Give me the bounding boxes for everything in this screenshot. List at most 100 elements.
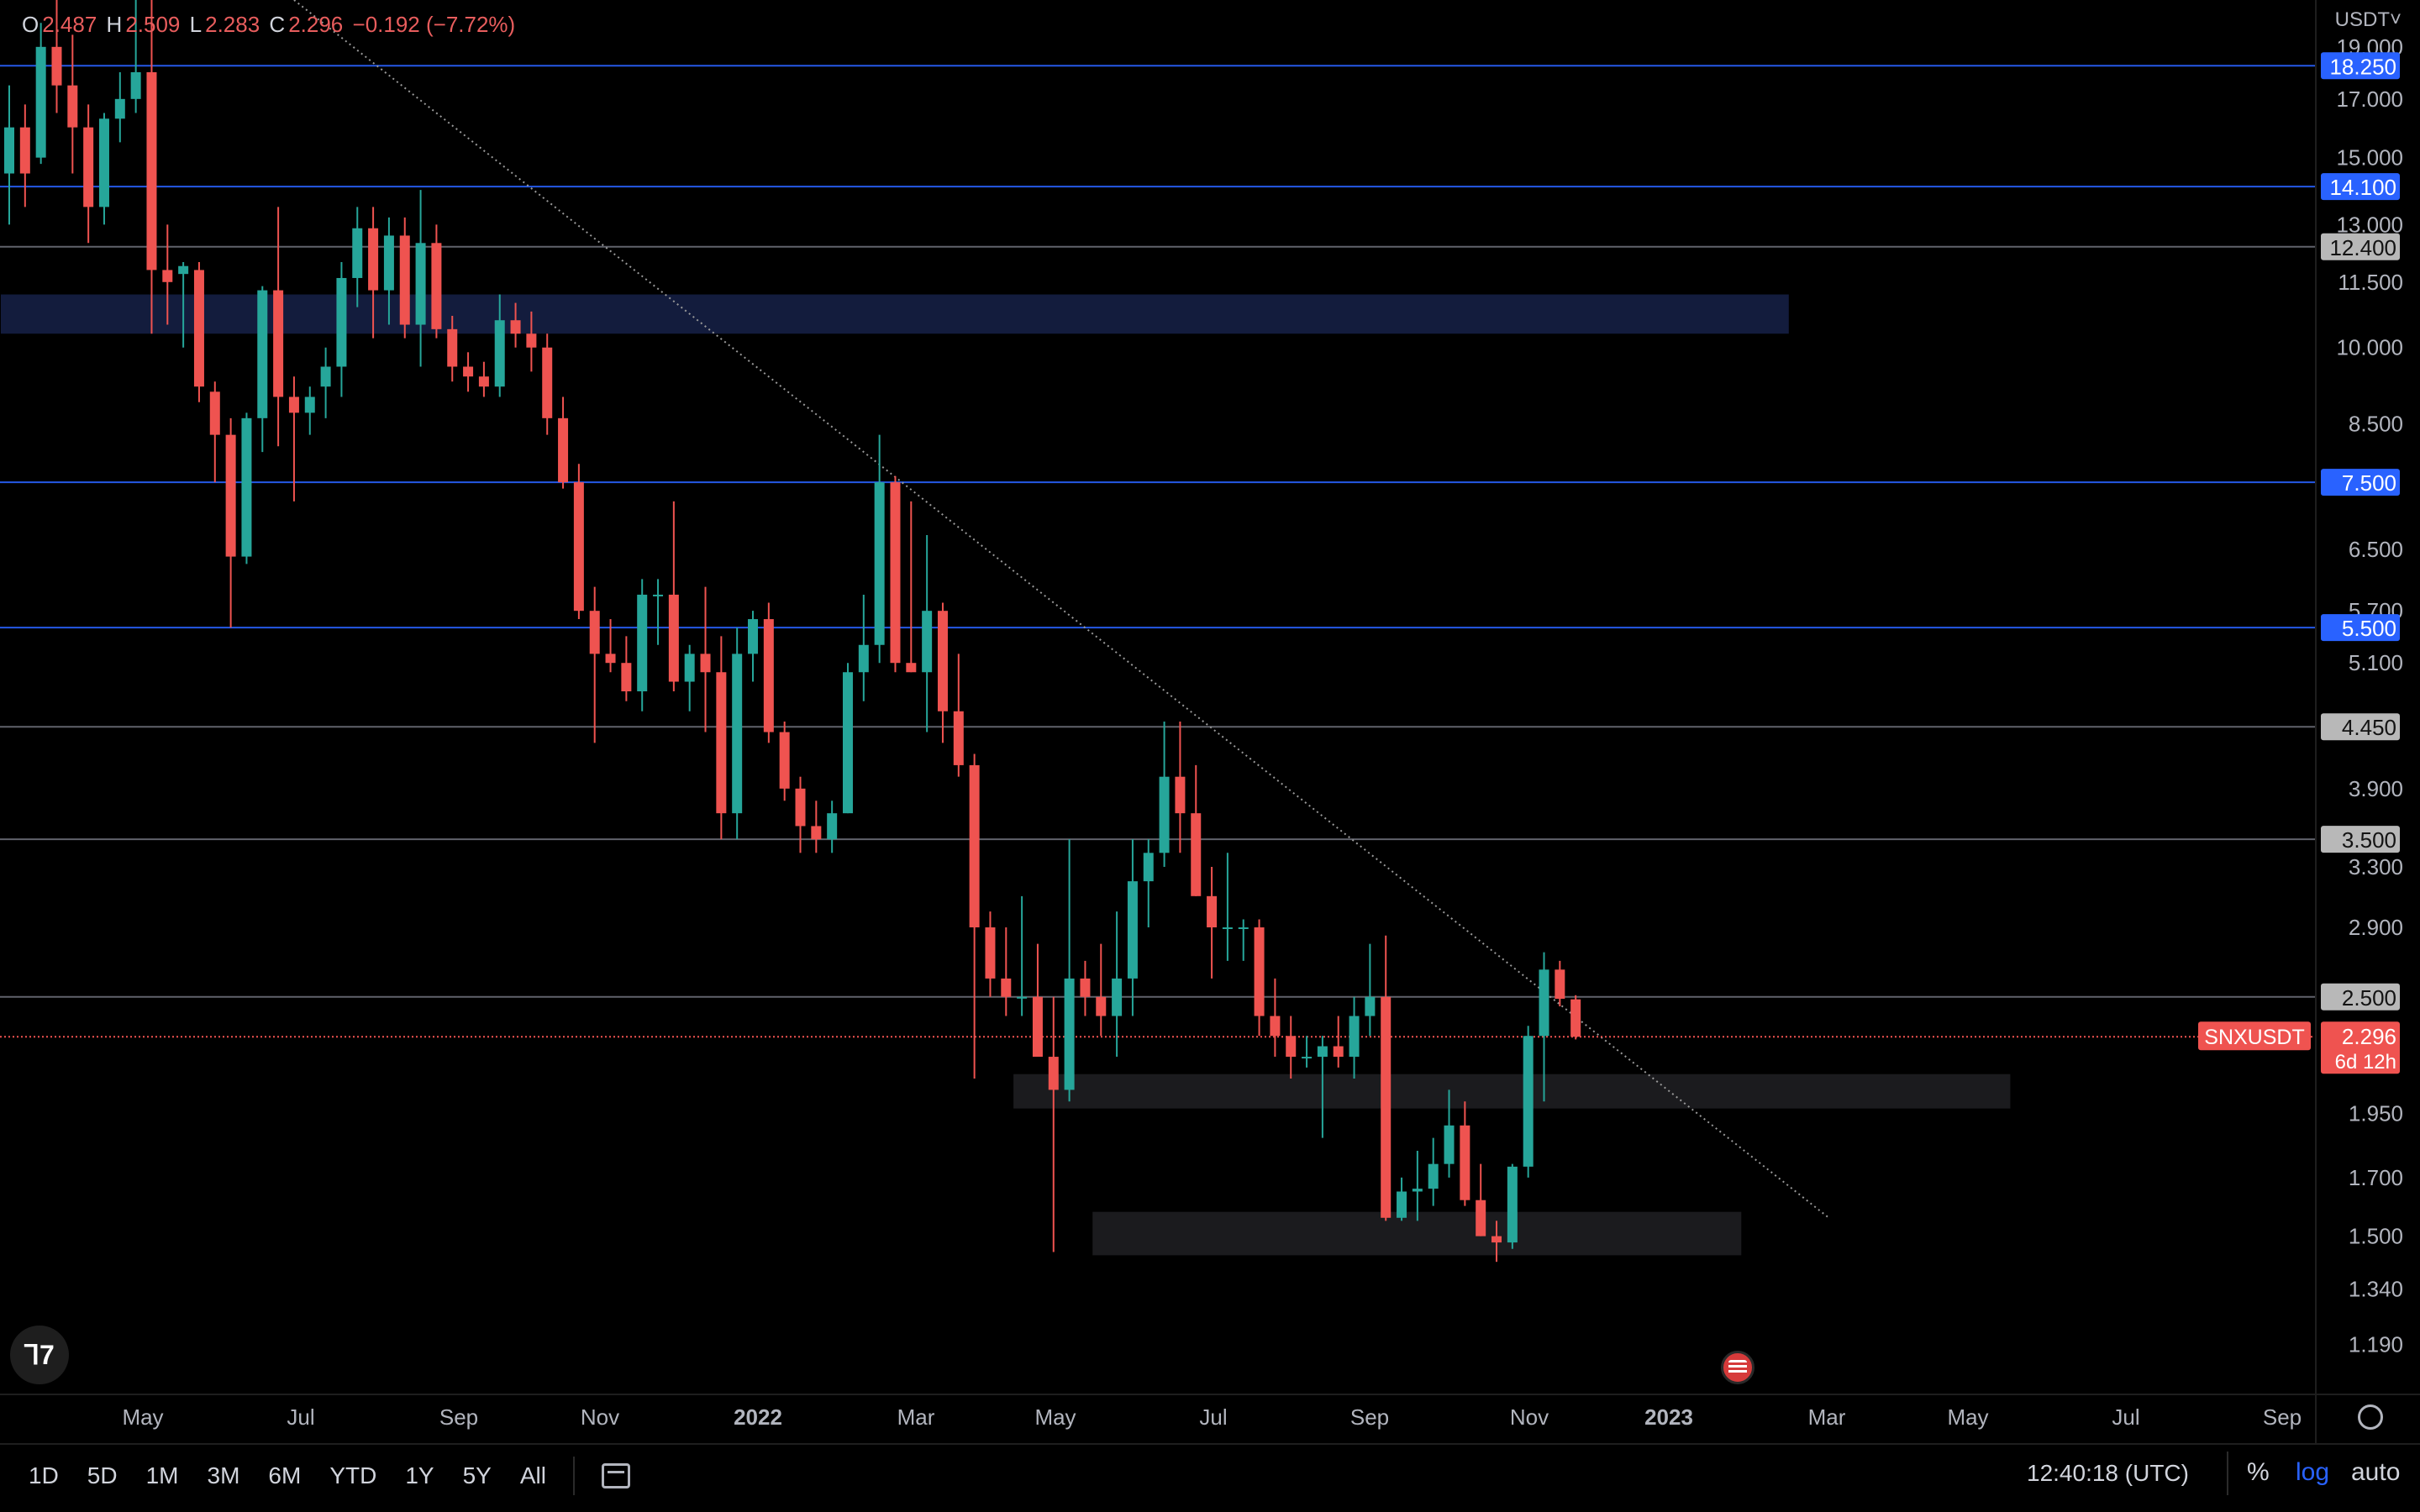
candle-body[interactable] <box>1080 978 1091 997</box>
candle-body[interactable] <box>241 417 252 557</box>
candle-body[interactable] <box>558 417 569 483</box>
candle-body[interactable] <box>1476 1200 1486 1236</box>
candle-body[interactable] <box>969 764 980 928</box>
candle-body[interactable] <box>890 482 901 664</box>
candle-body[interactable] <box>1159 776 1170 853</box>
candle-body[interactable] <box>1112 978 1123 1016</box>
candle-body[interactable] <box>589 611 600 654</box>
tradingview-logo-icon[interactable]: ⅂7 <box>10 1326 69 1384</box>
percent-scale-button[interactable]: % <box>2247 1458 2270 1486</box>
candle-body[interactable] <box>1254 927 1265 1016</box>
candle-body[interactable] <box>763 619 774 732</box>
candle-body[interactable] <box>447 328 458 367</box>
candle-body[interactable] <box>1523 1036 1534 1167</box>
level-price-tag[interactable] <box>2321 173 2400 201</box>
candle-body[interactable] <box>732 654 743 814</box>
candle-body[interactable] <box>795 788 806 827</box>
candle-body[interactable] <box>51 46 62 86</box>
candle-body[interactable] <box>415 243 426 325</box>
candle-body[interactable] <box>304 396 315 413</box>
range-ytd-button[interactable]: YTD <box>329 1462 377 1488</box>
candle-body[interactable] <box>1143 853 1154 882</box>
candle-body[interactable] <box>605 654 616 664</box>
candle-body[interactable] <box>1048 1057 1059 1090</box>
candle-body[interactable] <box>352 228 363 278</box>
candle-body[interactable] <box>383 235 394 291</box>
candle-body[interactable] <box>637 594 648 692</box>
range-all-button[interactable]: All <box>519 1462 546 1488</box>
candle-body[interactable] <box>1238 927 1249 930</box>
candle-body[interactable] <box>842 672 853 814</box>
candle-body[interactable] <box>431 243 442 329</box>
candle-body[interactable] <box>542 347 553 418</box>
candle-body[interactable] <box>1539 969 1549 1037</box>
candle-body[interactable] <box>288 396 299 413</box>
candle-body[interactable] <box>1127 881 1138 979</box>
candle-body[interactable] <box>494 320 505 387</box>
currency-selector[interactable]: USDT˅ <box>2334 8 2402 31</box>
candle-body[interactable] <box>827 813 838 840</box>
candle-body[interactable] <box>953 711 964 765</box>
candle-body[interactable] <box>4 127 14 174</box>
level-price-tag[interactable] <box>2321 469 2400 496</box>
candle-body[interactable] <box>1349 1016 1360 1058</box>
candle-body[interactable] <box>1444 1125 1455 1164</box>
candle-body[interactable] <box>1365 996 1376 1016</box>
candle-body[interactable] <box>700 654 711 673</box>
candle-body[interactable] <box>368 228 379 291</box>
range-5d-button[interactable]: 5D <box>87 1462 118 1488</box>
trend-line[interactable] <box>293 0 1830 1219</box>
candle-body[interactable] <box>985 927 996 979</box>
range-6m-button[interactable]: 6M <box>268 1462 302 1488</box>
candle-body[interactable] <box>922 611 933 673</box>
candle-body[interactable] <box>83 127 94 207</box>
candle-body[interactable] <box>178 265 189 275</box>
candle-body[interactable] <box>1428 1163 1439 1189</box>
candle-body[interactable] <box>1270 1016 1281 1037</box>
level-price-tag[interactable] <box>2321 713 2400 741</box>
settings-gear-icon[interactable] <box>2358 1404 2383 1430</box>
candle-body[interactable] <box>1096 996 1107 1016</box>
symbol-tag[interactable] <box>2198 1021 2311 1051</box>
candle-body[interactable] <box>67 85 78 128</box>
candle-body[interactable] <box>668 594 679 682</box>
candle-body[interactable] <box>1491 1236 1502 1243</box>
log-scale-button[interactable]: log <box>2296 1458 2330 1486</box>
candle-body[interactable] <box>1397 1191 1407 1218</box>
candle-body[interactable] <box>874 482 885 645</box>
candle-body[interactable] <box>273 290 284 397</box>
candle-body[interactable] <box>209 391 220 435</box>
candle-body[interactable] <box>1412 1189 1423 1192</box>
range-3m-button[interactable]: 3M <box>207 1462 240 1488</box>
us-flag-event-icon[interactable] <box>1721 1351 1754 1384</box>
range-1d-button[interactable]: 1D <box>29 1462 59 1488</box>
candle-body[interactable] <box>906 663 917 673</box>
candle-body[interactable] <box>98 118 109 207</box>
candle-body[interactable] <box>621 663 632 692</box>
candle-body[interactable] <box>937 611 948 711</box>
go-to-date-calendar-icon[interactable] <box>601 1463 630 1488</box>
range-5y-button[interactable]: 5Y <box>462 1462 492 1488</box>
candle-body[interactable] <box>1001 978 1012 997</box>
candle-body[interactable] <box>811 826 822 840</box>
candle-body[interactable] <box>1381 996 1392 1218</box>
level-price-tag[interactable] <box>2321 983 2400 1011</box>
candle-body[interactable] <box>130 71 141 99</box>
candle-body[interactable] <box>1507 1166 1518 1243</box>
candle-body[interactable] <box>399 235 410 325</box>
candle-body[interactable] <box>257 290 268 418</box>
candle-body[interactable] <box>162 270 173 282</box>
auto-scale-button[interactable]: auto <box>2351 1458 2401 1486</box>
candle-body[interactable] <box>193 270 204 387</box>
candle-body[interactable] <box>1333 1046 1344 1058</box>
candle-body[interactable] <box>1064 978 1075 1090</box>
candle-body[interactable] <box>1207 895 1218 928</box>
candle-body[interactable] <box>1460 1125 1470 1200</box>
candle-body[interactable] <box>1286 1036 1297 1058</box>
candle-body[interactable] <box>684 654 695 682</box>
candle-body[interactable] <box>573 482 584 612</box>
range-1m-button[interactable]: 1M <box>145 1462 179 1488</box>
candle-body[interactable] <box>858 644 869 673</box>
candle-body[interactable] <box>19 127 30 174</box>
range-1y-button[interactable]: 1Y <box>405 1462 434 1488</box>
